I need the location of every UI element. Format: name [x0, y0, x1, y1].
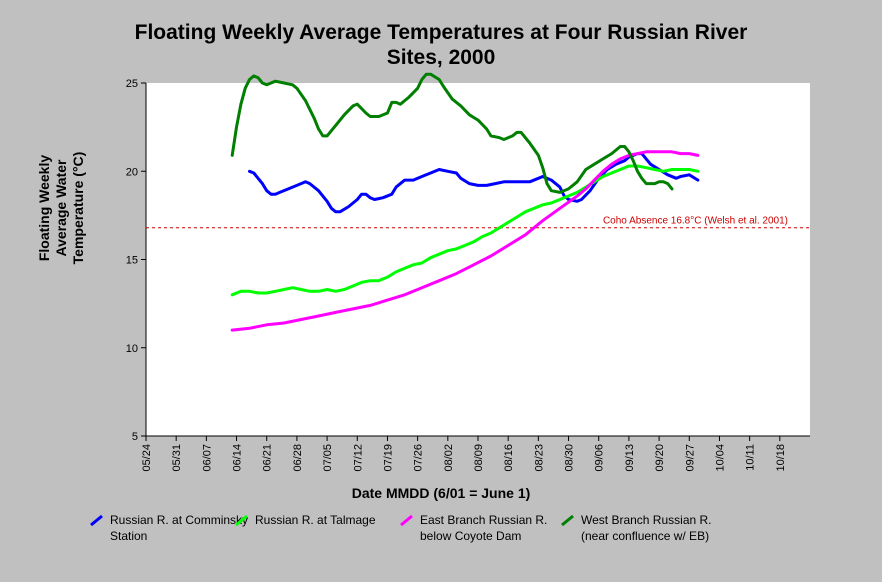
- x-tick-label: 06/21: [262, 444, 274, 472]
- y-axis-label: Floating Weekly Average Water Temperatur…: [36, 151, 86, 265]
- legend-line-west-branch: [561, 514, 574, 526]
- comminsky-series-line: [248, 152, 700, 214]
- legend-line-talmage: [235, 514, 248, 526]
- chart-title: Floating Weekly Average Temperatures at …: [0, 20, 882, 70]
- plot-area: [146, 83, 810, 436]
- legend-label-east-branch: East Branch Russian R. below Coyote Dam: [420, 513, 548, 543]
- x-tick-label: 07/26: [413, 444, 425, 472]
- x-tick-label: 09/20: [654, 444, 666, 472]
- legend-label-west-branch: West Branch Russian R. (near confluence …: [581, 513, 712, 543]
- y-tick-label: 25: [126, 78, 138, 90]
- x-tick-label: 10/18: [775, 444, 787, 472]
- chart-title-line-1: Floating Weekly Average Temperatures at …: [134, 21, 748, 44]
- east-branch-series-line: [230, 150, 700, 332]
- coho-threshold-label: Coho Absence 16.8°C (Welsh et al. 2001): [603, 216, 788, 227]
- legend-swatch-talmage: [235, 514, 248, 526]
- legend-swatch-west-branch: [561, 514, 574, 526]
- x-tick-label: 09/13: [624, 444, 636, 472]
- y-tick-label: 5: [132, 431, 138, 443]
- y-tick-label: 10: [126, 343, 138, 355]
- x-tick-label: 08/30: [564, 444, 576, 472]
- legend-line-comminsky: [90, 514, 103, 526]
- legend-label-talmage: Russian R. at Talmage: [255, 513, 376, 527]
- talmage-series-line: [230, 164, 700, 297]
- x-tick-label: 06/14: [232, 444, 244, 472]
- x-tick-label: 10/11: [745, 444, 757, 471]
- x-tick-label: 08/23: [533, 444, 545, 472]
- legend-label-comminsky: Russian R. at Comminsky Station: [110, 513, 249, 543]
- x-tick-label: 07/05: [322, 444, 334, 472]
- x-tick-label: 06/28: [292, 444, 304, 472]
- x-tick-label: 07/19: [382, 444, 394, 472]
- x-tick-label: 08/16: [503, 444, 515, 472]
- legend-swatch-comminsky: [90, 514, 103, 526]
- x-tick-label: 07/12: [352, 444, 364, 472]
- x-tick-label: 09/27: [684, 444, 696, 472]
- x-tick-label: 06/07: [201, 444, 213, 472]
- chart-title-line-2: Sites, 2000: [386, 46, 496, 69]
- west-branch-series-line: [230, 72, 674, 194]
- x-tick-label: 08/09: [473, 444, 485, 472]
- legend-line-east-branch: [400, 514, 413, 526]
- x-tick-label: 10/04: [714, 444, 726, 472]
- y-tick-label: 15: [126, 255, 138, 267]
- x-tick-label: 08/02: [443, 444, 455, 472]
- x-tick-label: 05/31: [171, 444, 183, 472]
- x-axis-label: Date MMDD (6/01 = June 1): [351, 485, 531, 501]
- legend-swatch-east-branch: [400, 514, 413, 526]
- x-tick-label: 05/24: [141, 444, 153, 472]
- y-tick-label: 20: [126, 166, 138, 178]
- x-tick-label: 09/06: [594, 444, 606, 472]
